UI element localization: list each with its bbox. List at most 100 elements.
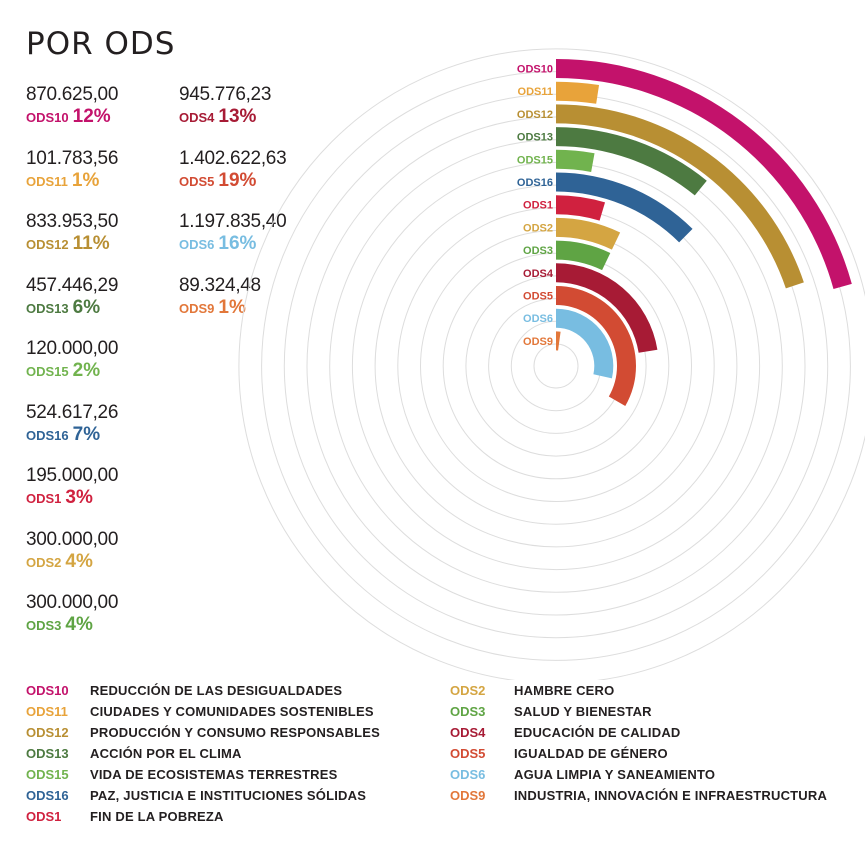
stat-percent: 11% xyxy=(72,233,110,254)
stat-ods10: 870.625,00 ODS10 12% xyxy=(26,84,176,129)
bar-label-ods2: ODS2 xyxy=(523,222,553,234)
stat-code: ODS15 xyxy=(26,364,69,379)
stat-amount: 1.197.835,40 xyxy=(179,211,287,232)
stat-amount: 101.783,56 xyxy=(26,147,119,169)
grid-ring xyxy=(238,48,865,680)
stat-ods11: 101.783,56 ODS11 1% xyxy=(26,148,176,193)
bar-ods5 xyxy=(556,286,636,406)
bar-label-ods13: ODS13 xyxy=(517,132,553,144)
legend-code: ODS9 xyxy=(450,788,486,803)
legend-item-ods13: ODS13 ACCIÓN POR EL CLIMA xyxy=(26,743,380,764)
bar-label-ods9: ODS9 xyxy=(523,336,553,348)
stat-ods2: 300.000,00 ODS2 4% xyxy=(26,529,176,574)
stat-amount: 870.625,00 xyxy=(26,84,119,105)
legend-code: ODS5 xyxy=(450,746,486,761)
legend-item-ods15: ODS15 VIDA DE ECOSISTEMAS TERRESTRES xyxy=(26,764,380,785)
legend-name: INDUSTRIA, INNOVACIÓN E INFRAESTRUCTURA xyxy=(514,788,828,803)
legend-code: ODS3 xyxy=(450,704,486,719)
bar-ods3 xyxy=(556,240,611,271)
legend-name: PRODUCCIÓN Y CONSUMO RESPONSABLES xyxy=(90,725,380,740)
bar-ods16 xyxy=(556,172,693,243)
stat-code: ODS5 xyxy=(179,173,215,189)
stat-ods12: 833.953,50 ODS12 11% xyxy=(26,211,176,256)
legend-code: ODS13 xyxy=(26,746,69,761)
bar-ods10 xyxy=(556,59,852,289)
stat-code: ODS13 xyxy=(26,300,69,316)
stat-ods6: 1.197.835,40 ODS6 16% xyxy=(179,211,329,256)
stat-percent: 1% xyxy=(218,296,246,318)
legend-code: ODS10 xyxy=(26,683,69,698)
stat-amount: 524.617,26 xyxy=(26,401,119,423)
legend-name: AGUA LIMPIA Y SANEAMIENTO xyxy=(514,767,716,782)
legend-item-ods1: ODS1 FIN DE LA POBREZA xyxy=(26,806,380,827)
legend-item-ods12: ODS12 PRODUCCIÓN Y CONSUMO RESPONSABLES xyxy=(26,722,380,743)
legend-code: ODS12 xyxy=(26,725,69,740)
grid-ring xyxy=(374,184,738,548)
legend-item-ods4: ODS4 EDUCACIÓN DE CALIDAD xyxy=(450,722,827,743)
legend-item-ods6: ODS6 AGUA LIMPIA Y SANEAMIENTO xyxy=(450,764,827,785)
stat-percent: 6% xyxy=(72,296,101,318)
legend-item-ods9: ODS9 INDUSTRIA, INNOVACIÓN E INFRAESTRUCT… xyxy=(450,785,827,806)
stat-ods4: 945.776,23 ODS4 13% xyxy=(179,84,329,129)
stat-percent: 12% xyxy=(72,106,111,127)
legend-item-ods11: ODS11 CIUDADES Y COMUNIDADES SOSTENIBLES xyxy=(26,701,380,722)
stat-ods16: 524.617,26 ODS16 7% xyxy=(26,402,176,447)
legend-item-ods2: ODS2 HAMBRE CERO xyxy=(450,680,827,701)
stat-code: ODS6 xyxy=(179,237,215,252)
bar-ods2 xyxy=(556,217,621,250)
legend-left: ODS10 REDUCCIÓN DE LAS DESIGUALDADES ODS11… xyxy=(26,680,380,827)
legend-name: IGUALDAD DE GÉNERO xyxy=(514,746,668,761)
stat-percent: 3% xyxy=(65,487,93,508)
legend-code: ODS1 xyxy=(26,809,62,824)
bar-ods11 xyxy=(556,81,600,104)
stat-amount: 120.000,00 xyxy=(26,338,119,359)
radial-bar-chart: ODS10 ODS11 ODS12 ODS13 ODS15 ODS16 ODS1 ODS2 OD… xyxy=(238,48,865,680)
legend-name: HAMBRE CERO xyxy=(514,683,615,698)
bar-label-ods3: ODS3 xyxy=(523,245,553,257)
stat-percent: 19% xyxy=(218,169,257,191)
bar-label-ods6: ODS6 xyxy=(523,313,553,325)
stat-ods13: 457.446,29 ODS13 6% xyxy=(26,275,176,320)
stat-ods3: 300.000,00 ODS3 4% xyxy=(26,592,176,637)
stat-code: ODS3 xyxy=(26,618,62,633)
legend-code: ODS15 xyxy=(26,767,69,782)
bar-label-ods11: ODS11 xyxy=(518,86,553,98)
legend-right: ODS2 HAMBRE CERO ODS3 SALUD Y BIENESTAR ODS4… xyxy=(450,680,827,806)
stat-code: ODS4 xyxy=(179,110,215,125)
bar-label-ods1: ODS1 xyxy=(523,200,553,212)
bar-label-ods15: ODS15 xyxy=(517,154,553,166)
legend-name: CIUDADES Y COMUNIDADES SOSTENIBLES xyxy=(90,704,374,719)
legend-name: SALUD Y BIENESTAR xyxy=(514,704,652,719)
legend-code: ODS2 xyxy=(450,683,486,698)
bar-label-ods5: ODS5 xyxy=(523,291,553,303)
stat-ods9: 89.324,48 ODS9 1% xyxy=(179,275,329,320)
stat-ods5: 1.402.622,63 ODS5 19% xyxy=(179,148,329,193)
stat-code: ODS1 xyxy=(26,491,62,506)
legend-code: ODS16 xyxy=(26,788,69,803)
stat-ods1: 195.000,00 ODS1 3% xyxy=(26,465,176,510)
stat-amount: 833.953,50 xyxy=(26,211,119,232)
bar-ods13 xyxy=(556,127,707,196)
legend-name: EDUCACIÓN DE CALIDAD xyxy=(514,725,681,740)
stat-amount: 945.776,23 xyxy=(179,84,272,105)
stat-percent: 1% xyxy=(71,169,100,191)
stat-amount: 195.000,00 xyxy=(26,465,119,486)
bar-label-ods10: ODS10 xyxy=(517,64,553,76)
stat-code: ODS16 xyxy=(26,427,69,443)
stat-amount: 89.324,48 xyxy=(179,274,261,296)
legend-code: ODS6 xyxy=(450,767,486,782)
stat-percent: 16% xyxy=(218,233,257,254)
bar-ods4 xyxy=(556,263,658,353)
bar-ods9 xyxy=(556,331,561,351)
stat-amount: 457.446,29 xyxy=(26,274,119,296)
stat-amount: 1.402.622,63 xyxy=(179,147,287,169)
stat-percent: 2% xyxy=(72,360,101,381)
stat-ods15: 120.000,00 ODS15 2% xyxy=(26,338,176,383)
bar-label-ods16: ODS16 xyxy=(517,177,553,189)
grid-ring xyxy=(533,343,579,389)
legend-item-ods3: ODS3 SALUD Y BIENESTAR xyxy=(450,701,827,722)
stat-code: ODS11 xyxy=(26,173,68,189)
stat-percent: 7% xyxy=(72,423,101,445)
bar-ods12 xyxy=(556,104,804,289)
bar-label-ods12: ODS12 xyxy=(517,109,553,121)
